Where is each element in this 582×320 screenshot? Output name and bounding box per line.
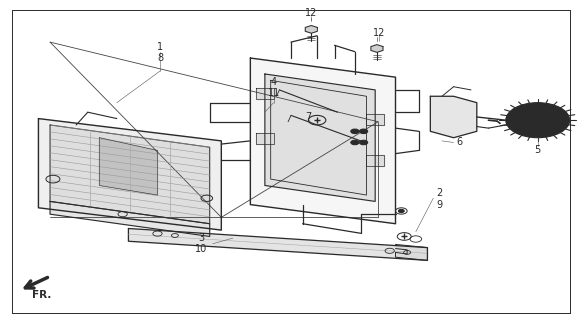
Text: 10: 10 — [195, 244, 207, 254]
Polygon shape — [38, 119, 221, 230]
Text: 7: 7 — [306, 112, 311, 122]
Polygon shape — [129, 228, 427, 260]
Circle shape — [399, 209, 404, 212]
Text: 11: 11 — [268, 88, 280, 98]
Polygon shape — [367, 114, 384, 125]
Circle shape — [360, 129, 368, 133]
Text: 8: 8 — [157, 53, 164, 63]
Polygon shape — [371, 45, 383, 52]
Circle shape — [531, 116, 545, 124]
Text: 3: 3 — [198, 233, 204, 243]
Text: 9: 9 — [436, 200, 442, 210]
Text: 4: 4 — [271, 77, 276, 87]
Text: 12: 12 — [373, 28, 385, 38]
Text: 12: 12 — [305, 8, 318, 19]
Polygon shape — [306, 26, 317, 33]
Circle shape — [351, 129, 359, 133]
Polygon shape — [265, 74, 375, 201]
Text: 2: 2 — [436, 188, 442, 198]
Text: FR.: FR. — [31, 291, 51, 300]
Polygon shape — [250, 58, 396, 224]
Polygon shape — [50, 125, 210, 224]
Polygon shape — [256, 133, 274, 144]
Text: 5: 5 — [535, 146, 541, 156]
Circle shape — [360, 140, 368, 145]
Circle shape — [351, 140, 359, 145]
Polygon shape — [396, 244, 427, 260]
Polygon shape — [100, 138, 158, 195]
Polygon shape — [430, 96, 477, 138]
Circle shape — [506, 103, 570, 138]
Polygon shape — [256, 88, 274, 100]
Circle shape — [535, 119, 541, 122]
Text: 1: 1 — [157, 42, 164, 52]
Polygon shape — [367, 155, 384, 166]
Polygon shape — [50, 201, 210, 236]
Text: 6: 6 — [456, 138, 463, 148]
